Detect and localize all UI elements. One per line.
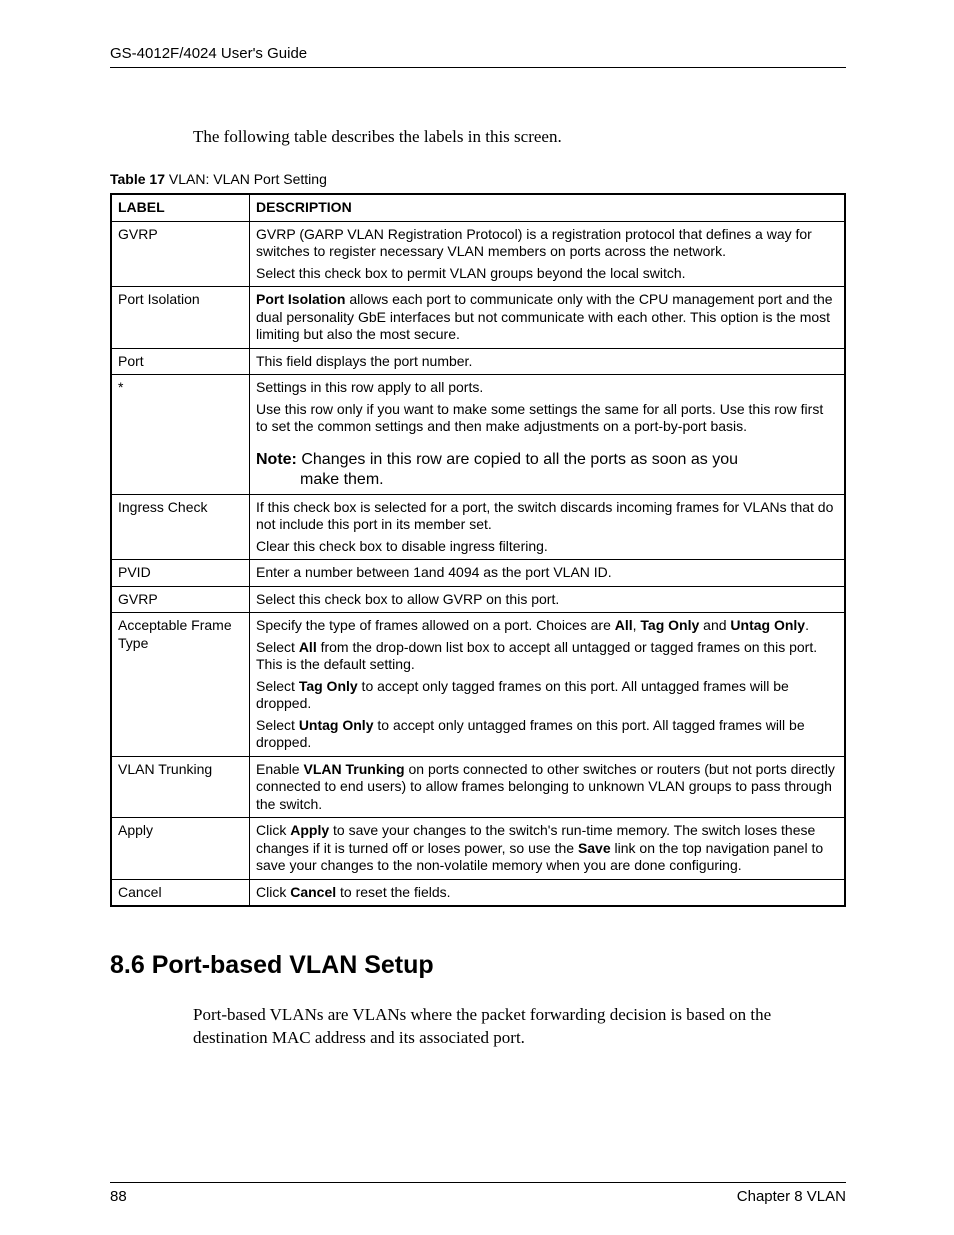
cell-description: Click Apply to save your changes to the …: [250, 818, 846, 880]
page-number: 88: [110, 1188, 127, 1205]
header-rule: [110, 67, 846, 68]
table-caption: Table 17 VLAN: VLAN Port Setting: [110, 171, 846, 187]
cell-label: VLAN Trunking: [111, 756, 250, 818]
footer-rule: [110, 1182, 846, 1183]
cell-description: Settings in this row apply to all ports.…: [250, 375, 846, 495]
intro-paragraph: The following table describes the labels…: [193, 127, 846, 147]
table-row: PVID Enter a number between 1and 4094 as…: [111, 560, 845, 587]
running-header: GS-4012F/4024 User's Guide: [110, 45, 307, 62]
table-row: Acceptable Frame Type Specify the type o…: [111, 613, 845, 757]
cell-label: GVRP: [111, 586, 250, 613]
cell-label: Acceptable Frame Type: [111, 613, 250, 757]
table-row: Port Isolation Port Isolation allows eac…: [111, 287, 845, 349]
cell-description: Enter a number between 1and 4094 as the …: [250, 560, 846, 587]
section-heading: 8.6 Port-based VLAN Setup: [110, 951, 846, 980]
cell-description: Port Isolation allows each port to commu…: [250, 287, 846, 349]
cell-description: Enable VLAN Trunking on ports connected …: [250, 756, 846, 818]
table-row: * Settings in this row apply to all port…: [111, 375, 845, 495]
cell-description: GVRP (GARP VLAN Registration Protocol) i…: [250, 221, 846, 287]
table-title: VLAN: VLAN Port Setting: [165, 171, 327, 187]
cell-label: Port: [111, 348, 250, 375]
cell-label: Ingress Check: [111, 494, 250, 560]
table-row: GVRP Select this check box to allow GVRP…: [111, 586, 845, 613]
content-area: The following table describes the labels…: [110, 110, 846, 1067]
cell-label: Apply: [111, 818, 250, 880]
col-header-label: LABEL: [111, 194, 250, 221]
chapter-label: Chapter 8 VLAN: [737, 1188, 846, 1205]
table-row: Apply Click Apply to save your changes t…: [111, 818, 845, 880]
col-header-description: DESCRIPTION: [250, 194, 846, 221]
cell-label: PVID: [111, 560, 250, 587]
table-row: GVRP GVRP (GARP VLAN Registration Protoc…: [111, 221, 845, 287]
cell-label: Port Isolation: [111, 287, 250, 349]
section-body: Port-based VLANs are VLANs where the pac…: [193, 1004, 846, 1050]
table-row: Ingress Check If this check box is selec…: [111, 494, 845, 560]
cell-description: Specify the type of frames allowed on a …: [250, 613, 846, 757]
cell-description: Click Cancel to reset the fields.: [250, 879, 846, 906]
cell-label: *: [111, 375, 250, 495]
cell-description: Select this check box to allow GVRP on t…: [250, 586, 846, 613]
cell-description: This field displays the port number.: [250, 348, 846, 375]
table-number: Table 17: [110, 171, 165, 187]
cell-label: Cancel: [111, 879, 250, 906]
cell-description: If this check box is selected for a port…: [250, 494, 846, 560]
table-row: VLAN Trunking Enable VLAN Trunking on po…: [111, 756, 845, 818]
page: GS-4012F/4024 User's Guide The following…: [0, 0, 954, 1235]
table-header-row: LABEL DESCRIPTION: [111, 194, 845, 221]
table-row: Port This field displays the port number…: [111, 348, 845, 375]
vlan-port-setting-table: LABEL DESCRIPTION GVRP GVRP (GARP VLAN R…: [110, 193, 846, 907]
table-row: Cancel Click Cancel to reset the fields.: [111, 879, 845, 906]
cell-label: GVRP: [111, 221, 250, 287]
